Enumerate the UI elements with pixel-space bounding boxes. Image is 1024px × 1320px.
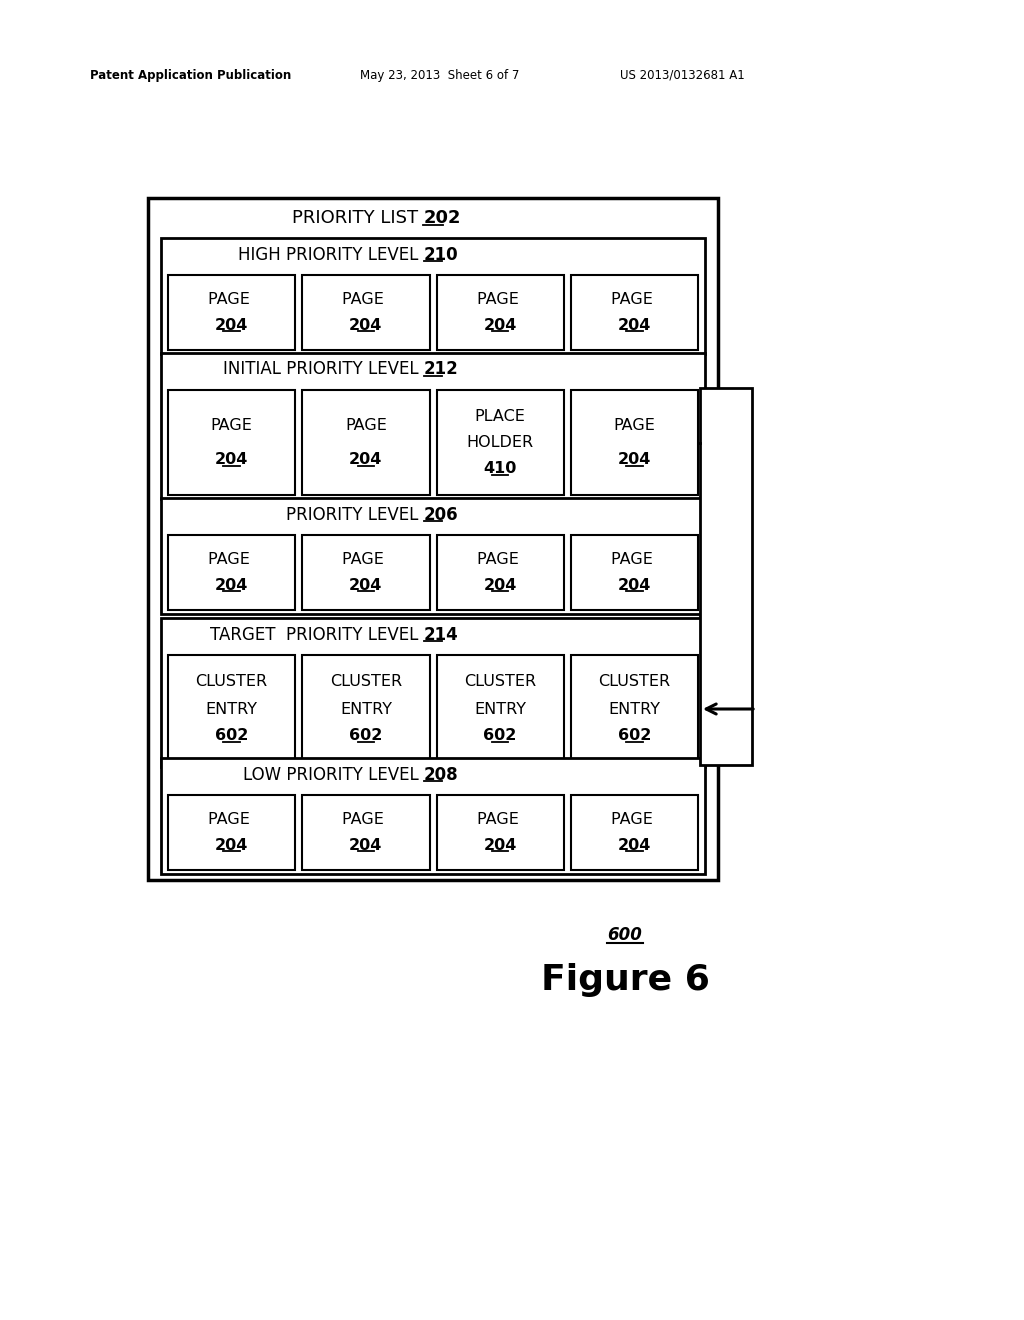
Text: ENTRY: ENTRY xyxy=(340,701,392,717)
Bar xyxy=(168,389,295,495)
Bar xyxy=(302,795,429,870)
Text: PAGE: PAGE xyxy=(611,293,657,308)
Bar xyxy=(700,388,752,766)
Bar xyxy=(161,758,705,874)
Text: PAGE: PAGE xyxy=(611,553,657,568)
Bar xyxy=(168,275,295,350)
Text: PAGE: PAGE xyxy=(208,813,255,828)
Text: 204: 204 xyxy=(617,837,651,853)
Bar xyxy=(570,795,698,870)
Text: 202: 202 xyxy=(424,209,461,227)
Bar xyxy=(168,655,295,763)
Bar xyxy=(570,389,698,495)
Text: 204: 204 xyxy=(483,318,517,333)
Text: PAGE: PAGE xyxy=(342,553,389,568)
Bar xyxy=(161,498,705,614)
Text: INITIAL PRIORITY LEVEL: INITIAL PRIORITY LEVEL xyxy=(223,360,424,379)
Text: 214: 214 xyxy=(424,626,459,644)
Bar xyxy=(436,389,564,495)
Text: 602: 602 xyxy=(617,729,651,743)
Text: CLUSTER: CLUSTER xyxy=(464,675,537,689)
Text: PAGE: PAGE xyxy=(476,293,523,308)
Text: 204: 204 xyxy=(349,453,383,467)
Text: PAGE: PAGE xyxy=(342,813,389,828)
Text: PAGE: PAGE xyxy=(208,553,255,568)
Text: 602: 602 xyxy=(483,729,517,743)
Text: HIGH PRIORITY LEVEL: HIGH PRIORITY LEVEL xyxy=(239,246,424,264)
Text: LOW PRIORITY LEVEL: LOW PRIORITY LEVEL xyxy=(243,766,424,784)
Bar xyxy=(436,535,564,610)
Text: 602: 602 xyxy=(349,729,383,743)
Bar xyxy=(436,795,564,870)
Text: PAGE: PAGE xyxy=(476,553,523,568)
Bar xyxy=(168,535,295,610)
Text: 204: 204 xyxy=(483,837,517,853)
Bar xyxy=(302,535,429,610)
Text: 410: 410 xyxy=(483,461,517,477)
Text: 204: 204 xyxy=(349,837,383,853)
Text: May 23, 2013  Sheet 6 of 7: May 23, 2013 Sheet 6 of 7 xyxy=(360,69,519,82)
Text: 204: 204 xyxy=(215,453,248,467)
Bar xyxy=(570,275,698,350)
Bar xyxy=(161,238,705,354)
Text: US 2013/0132681 A1: US 2013/0132681 A1 xyxy=(620,69,744,82)
Text: PRIORITY LEVEL: PRIORITY LEVEL xyxy=(287,506,424,524)
Text: CLUSTER: CLUSTER xyxy=(330,675,402,689)
Text: 210: 210 xyxy=(424,246,459,264)
Text: 204: 204 xyxy=(215,837,248,853)
Text: 204: 204 xyxy=(215,318,248,333)
Bar xyxy=(161,352,705,499)
Text: 206: 206 xyxy=(424,506,459,524)
Text: 204: 204 xyxy=(617,453,651,467)
Text: 204: 204 xyxy=(215,578,248,593)
Text: CLUSTER: CLUSTER xyxy=(598,675,671,689)
Text: ENTRY: ENTRY xyxy=(608,701,660,717)
Text: 204: 204 xyxy=(483,578,517,593)
Bar xyxy=(302,389,429,495)
Bar xyxy=(436,275,564,350)
Text: PAGE: PAGE xyxy=(211,417,253,433)
Text: Patent Application Publication: Patent Application Publication xyxy=(90,69,291,82)
Bar xyxy=(302,275,429,350)
Bar xyxy=(302,655,429,763)
Text: TARGET  PRIORITY LEVEL: TARGET PRIORITY LEVEL xyxy=(210,626,424,644)
Bar xyxy=(168,795,295,870)
Text: 204: 204 xyxy=(349,318,383,333)
Text: HOLDER: HOLDER xyxy=(467,436,534,450)
Text: 204: 204 xyxy=(617,318,651,333)
Text: CLUSTER: CLUSTER xyxy=(196,675,267,689)
Bar xyxy=(570,535,698,610)
Bar xyxy=(436,655,564,763)
Text: 602: 602 xyxy=(215,729,248,743)
Text: 600: 600 xyxy=(607,927,642,944)
Text: PAGE: PAGE xyxy=(476,813,523,828)
Text: PAGE: PAGE xyxy=(611,813,657,828)
Text: 208: 208 xyxy=(424,766,459,784)
Text: PAGE: PAGE xyxy=(613,417,655,433)
Text: ENTRY: ENTRY xyxy=(474,701,526,717)
Bar xyxy=(570,655,698,763)
Text: 204: 204 xyxy=(349,578,383,593)
Text: 212: 212 xyxy=(424,360,459,379)
Bar xyxy=(148,198,718,880)
Text: ENTRY: ENTRY xyxy=(206,701,258,717)
Text: PAGE: PAGE xyxy=(345,417,387,433)
Text: PRIORITY LIST: PRIORITY LIST xyxy=(292,209,424,227)
Text: 204: 204 xyxy=(617,578,651,593)
Bar xyxy=(161,618,705,767)
Text: PAGE: PAGE xyxy=(342,293,389,308)
Text: PAGE: PAGE xyxy=(208,293,255,308)
Text: Figure 6: Figure 6 xyxy=(541,964,710,997)
Text: PLACE: PLACE xyxy=(475,409,525,424)
